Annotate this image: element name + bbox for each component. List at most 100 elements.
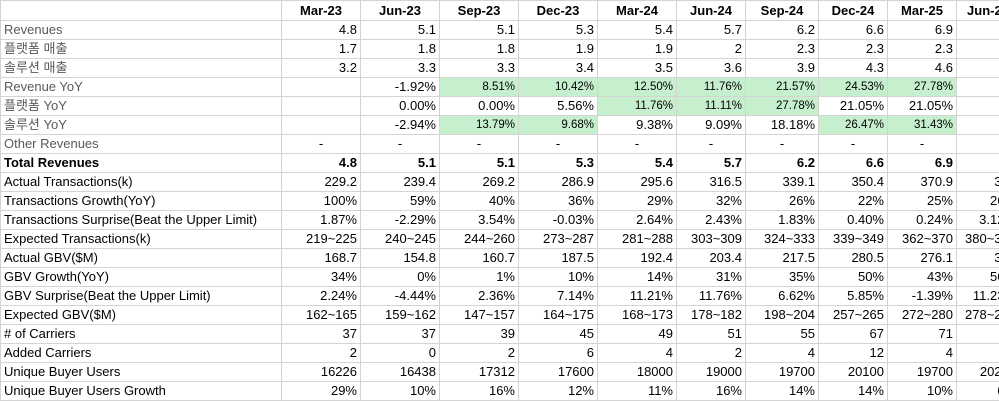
table-cell: 2.3 — [745, 39, 819, 59]
table-cell: 192.4 — [597, 248, 677, 268]
table-cell: 11.11% — [676, 96, 746, 116]
table-cell: 1.8 — [439, 39, 519, 59]
table-cell: 1.87% — [281, 210, 361, 230]
row-label: Actual Transactions(k) — [0, 172, 282, 192]
table-cell: 2.24% — [281, 286, 361, 306]
table-cell: 27.78% — [887, 77, 957, 97]
table-cell: 24.53% — [818, 77, 888, 97]
table-cell: 6 — [518, 343, 598, 363]
table-cell: 5.1 — [439, 20, 519, 40]
row-label: Transactions Growth(YoY) — [0, 191, 282, 211]
table-cell: -1.92% — [360, 77, 440, 97]
table-cell: 0 — [360, 343, 440, 363]
row-label: Total Revenues — [0, 153, 282, 173]
table-cell: - — [745, 134, 819, 154]
table-cell: 16226 — [281, 362, 361, 382]
table-cell: 1.83% — [745, 210, 819, 230]
table-cell: 11.21% — [597, 286, 677, 306]
table-cell: 203.4 — [676, 248, 746, 268]
table-cell: 26.47% — [818, 115, 888, 135]
table-cell: 71 — [887, 324, 957, 344]
row-label: GBV Surprise(Beat the Upper Limit) — [0, 286, 282, 306]
table-cell: 6.9 — [887, 153, 957, 173]
table-cell: 168~173 — [597, 305, 677, 325]
table-cell: 4 — [745, 343, 819, 363]
table-cell: 29% — [281, 381, 361, 401]
table-row: Unique Buyer Users 16226 16438 17312 17600 18… — [0, 362, 999, 382]
table-cell: 164~175 — [518, 305, 598, 325]
table-cell: 219~225 — [281, 229, 361, 249]
table-cell: 4 — [597, 343, 677, 363]
header-corner-cell — [0, 0, 282, 21]
table-cell: 14% — [818, 381, 888, 401]
table-cell: 11.76% — [597, 96, 677, 116]
row-label: GBV Growth(YoY) — [0, 267, 282, 287]
table-cell: -0.03% — [518, 210, 598, 230]
table-cell: 154.8 — [360, 248, 440, 268]
table-cell: 35% — [745, 267, 819, 287]
table-cell: 229.2 — [281, 172, 361, 192]
table-cell: 3.54% — [439, 210, 519, 230]
table-cell: 51 — [676, 324, 746, 344]
table-cell: 4.8 — [281, 153, 361, 173]
table-cell: 5.1 — [360, 20, 440, 40]
table-cell: 3.9 — [745, 58, 819, 78]
table-cell: - — [597, 134, 677, 154]
table-cell — [956, 58, 999, 78]
table-row: Added Carriers20264241244 — [0, 343, 999, 363]
table-cell: 21.05% — [887, 96, 957, 116]
table-cell: 50% — [818, 267, 888, 287]
table-cell: 0.00% — [439, 96, 519, 116]
table-cell: 3.5 — [597, 58, 677, 78]
table-cell: 198~204 — [745, 305, 819, 325]
table-row: Expected Transactions(k) 219~225 240~245 24… — [0, 229, 999, 249]
table-row: Unique Buyer Users Growth 29% 10% 16% 12% 11%… — [0, 381, 999, 401]
table-row: 솔루션 YoY -2.94% 13.79% 9.68% 9.38% 9.09% 18.18%… — [0, 115, 999, 135]
table-cell: 16% — [676, 381, 746, 401]
table-cell — [956, 134, 999, 154]
table-cell: - — [518, 134, 598, 154]
row-label: Revenue YoY — [0, 77, 282, 97]
table-cell: 100% — [281, 191, 361, 211]
table-cell: 32% — [676, 191, 746, 211]
table-cell: 3.12% — [956, 210, 999, 230]
table-cell: 272~280 — [887, 305, 957, 325]
table-cell: 17600 — [518, 362, 598, 382]
row-label: 솔루션 매출 — [0, 58, 282, 78]
table-cell: 6.9 — [887, 20, 957, 40]
table-row: GBV Surprise(Beat the Upper Limit) 2.24% -… — [0, 286, 999, 306]
table-cell: 14% — [597, 267, 677, 287]
table-cell: 4 — [887, 343, 957, 363]
table-cell: 2.3 — [887, 39, 957, 59]
table-cell: 5.4 — [597, 20, 677, 40]
table-cell: 168.7 — [281, 248, 361, 268]
table-cell: 5.85% — [818, 286, 888, 306]
table-cell — [281, 96, 361, 116]
table-cell: 20200 — [956, 362, 999, 382]
table-cell: -4.44% — [360, 286, 440, 306]
table-row: Transactions Surprise(Beat the Upper Lim… — [0, 210, 999, 230]
table-cell: 37 — [281, 324, 361, 344]
table-cell — [956, 96, 999, 116]
table-cell: 6.6 — [818, 20, 888, 40]
table-cell: 27.78% — [745, 96, 819, 116]
table-cell: 240~245 — [360, 229, 440, 249]
table-cell: 26% — [956, 191, 999, 211]
table-cell: 1.9 — [597, 39, 677, 59]
table-cell: 370.9 — [887, 172, 957, 192]
table-cell: 6.62% — [745, 286, 819, 306]
table-cell: -2.94% — [360, 115, 440, 135]
header-row: Mar-23 Jun-23 Sep-23 Dec-23 Mar-24 Jun-24 Sep-… — [0, 0, 999, 21]
table-cell: 4 — [956, 343, 999, 363]
table-cell: 147~157 — [439, 305, 519, 325]
table-row: Other Revenues - - - - - - - - - — [0, 134, 999, 154]
table-cell: 17312 — [439, 362, 519, 382]
table-cell: 40% — [439, 191, 519, 211]
table-cell: 10% — [360, 381, 440, 401]
table-row: GBV Growth(YoY) 34% 0% 1% 10% 14% 31% 35% 50% 43%… — [0, 267, 999, 287]
table-cell: 26% — [745, 191, 819, 211]
table-cell: 1.7 — [281, 39, 361, 59]
table-cell: 257~265 — [818, 305, 888, 325]
table-cell: 10% — [887, 381, 957, 401]
table-cell: 269.2 — [439, 172, 519, 192]
